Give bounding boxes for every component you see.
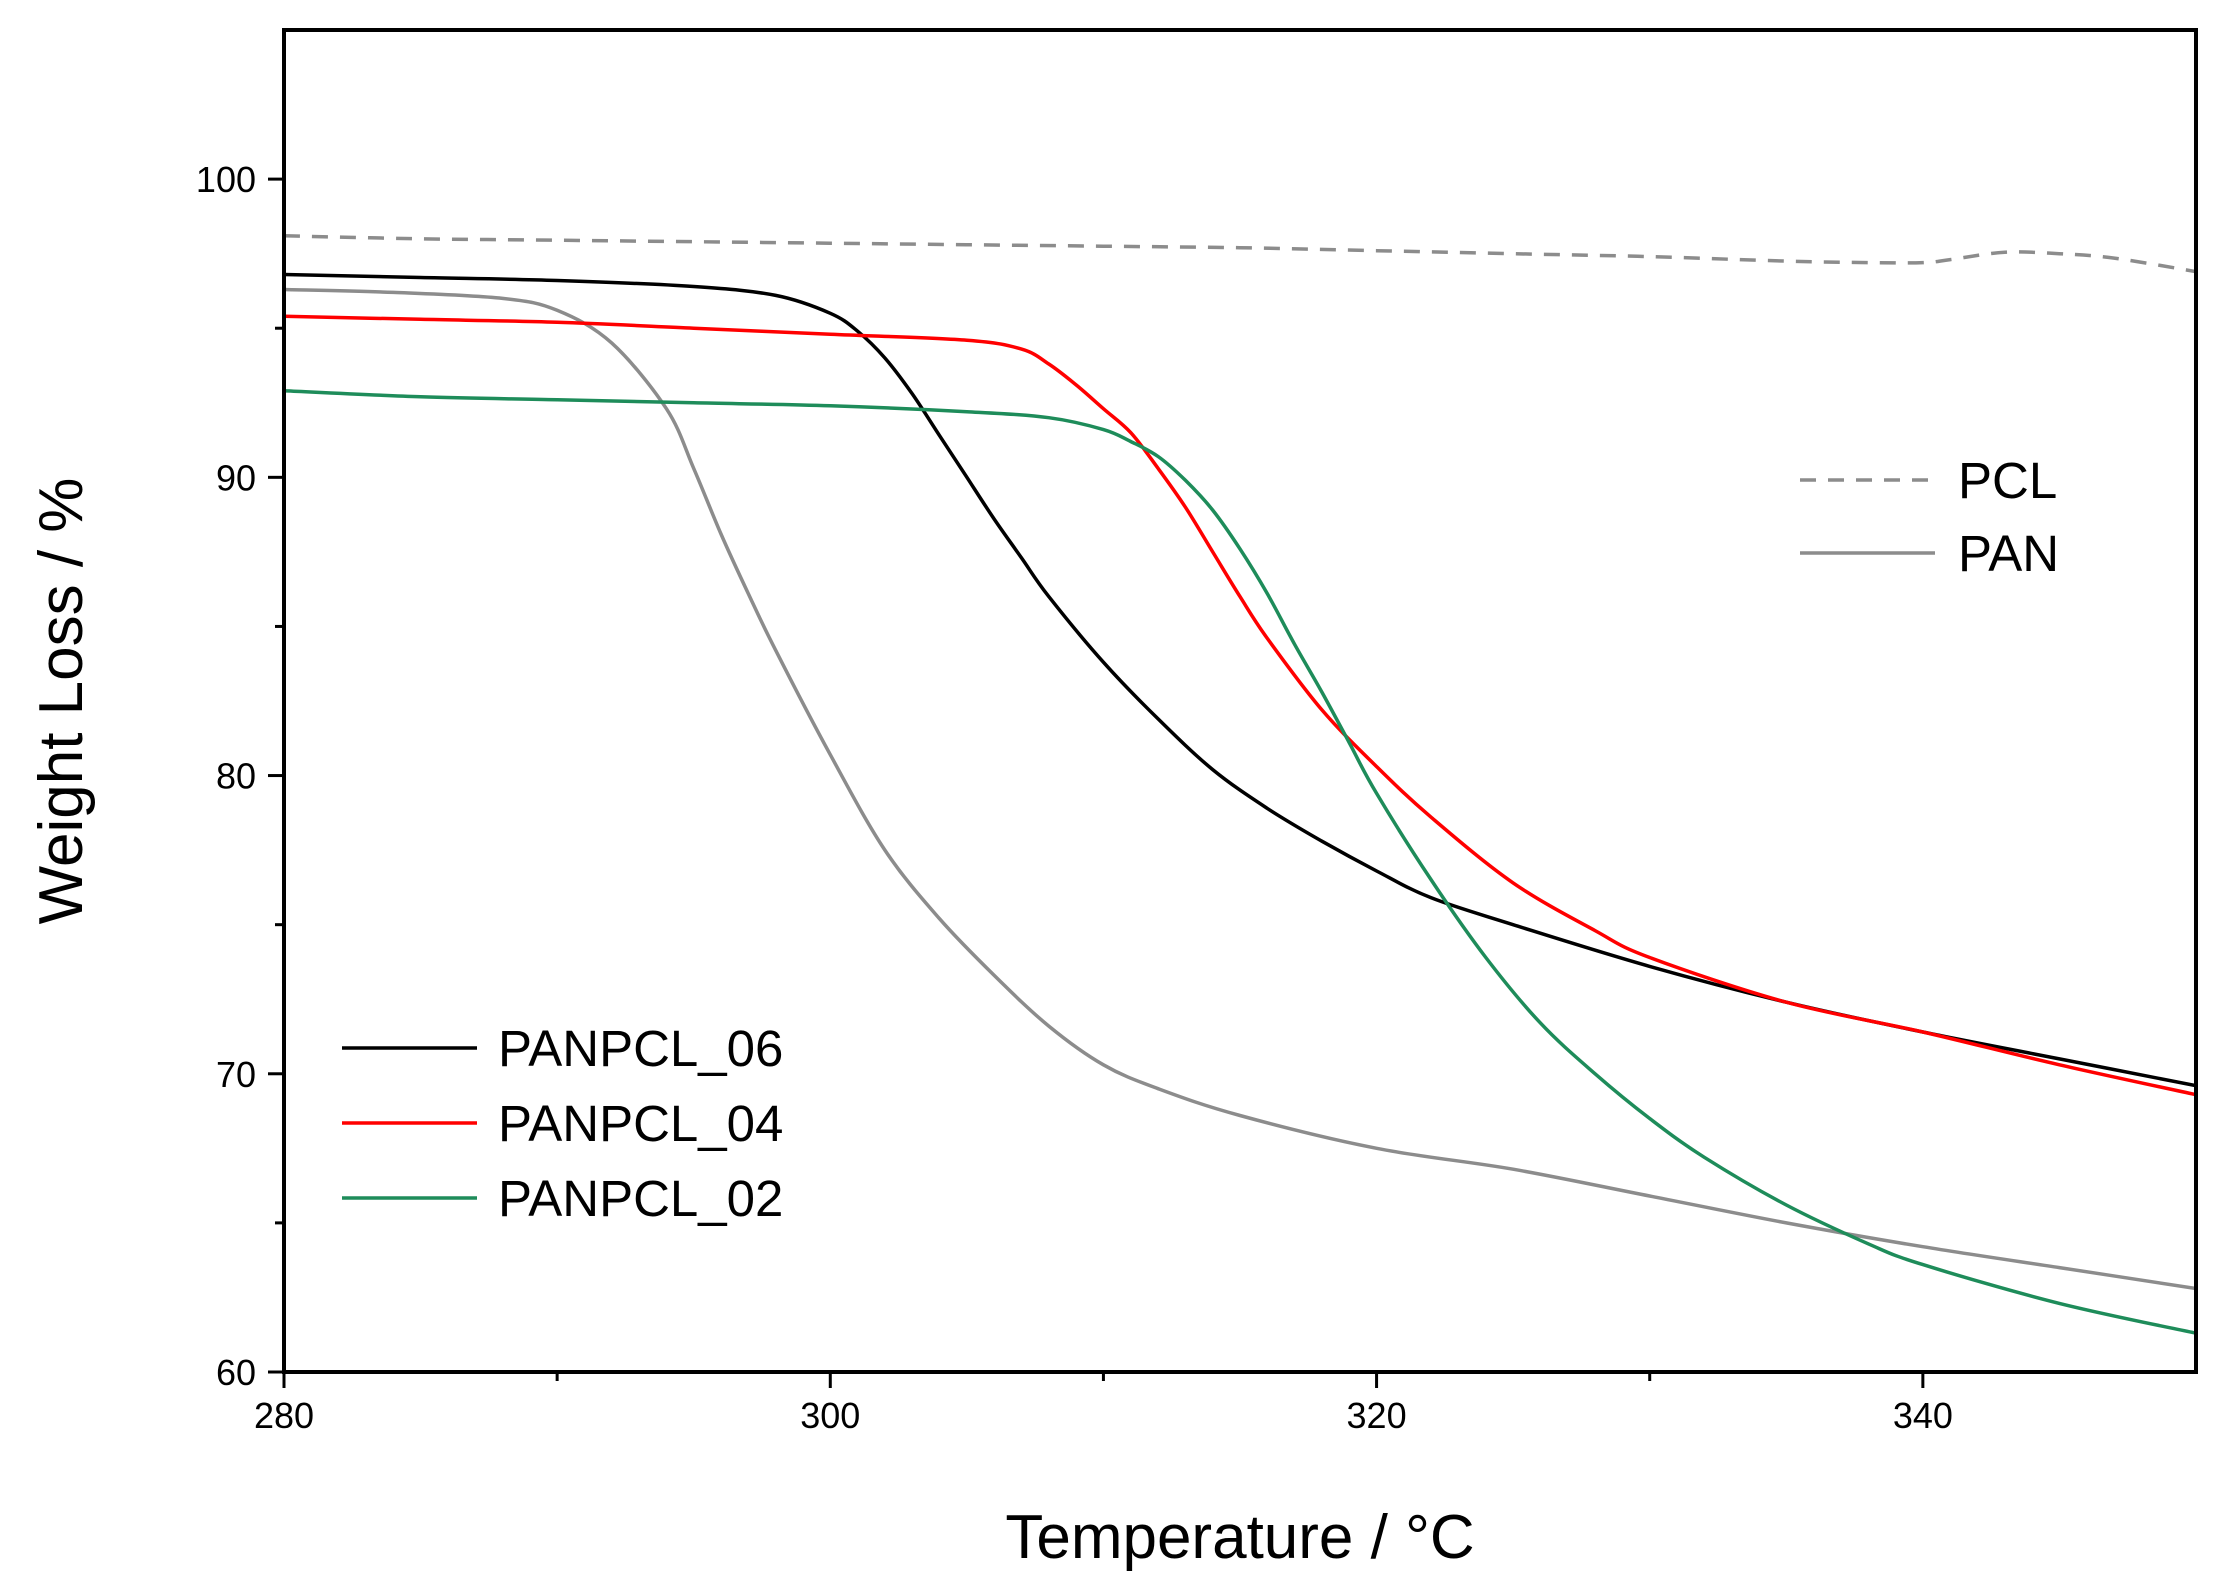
- x-tick-label: 320: [1347, 1395, 1407, 1436]
- legend-label-panpcl-04: PANPCL_04: [498, 1095, 783, 1152]
- series-line-pcl: [284, 234, 2196, 274]
- x-tick-label: 280: [254, 1395, 314, 1436]
- legend-label-panpcl-06: PANPCL_06: [498, 1020, 783, 1077]
- series-line-pan: [284, 287, 2196, 1291]
- legend-top-right: PCL PAN: [1800, 452, 2059, 582]
- series-line-panpcl-02: [284, 389, 2196, 1335]
- y-tick-label: 70: [216, 1054, 256, 1095]
- axis-tick-labels: 280 300 320 340 60 70 80 90 100: [196, 159, 1953, 1436]
- y-tick-label: 60: [216, 1352, 256, 1393]
- x-tick-label: 300: [800, 1395, 860, 1436]
- series-line-panpcl-04: [284, 314, 2196, 1097]
- plot-frame: [282, 28, 2198, 1374]
- plot-curves: [284, 234, 2196, 1335]
- x-tick-label: 340: [1893, 1395, 1953, 1436]
- y-tick-label: 100: [196, 159, 256, 200]
- legend-bottom-left: PANPCL_06 PANPCL_04 PANPCL_02: [342, 1020, 783, 1227]
- y-tick-label: 80: [216, 756, 256, 797]
- legend-label-panpcl-02: PANPCL_02: [498, 1170, 783, 1227]
- y-axis-title: Weight Loss / %: [27, 478, 96, 925]
- axis-ticks: [268, 177, 1925, 1388]
- x-axis-title: Temperature / °C: [1005, 1503, 1474, 1572]
- series-line-panpcl-06: [284, 272, 2196, 1088]
- legend-label-pan: PAN: [1958, 525, 2059, 582]
- legend-label-pcl: PCL: [1958, 452, 2057, 509]
- y-tick-label: 90: [216, 457, 256, 498]
